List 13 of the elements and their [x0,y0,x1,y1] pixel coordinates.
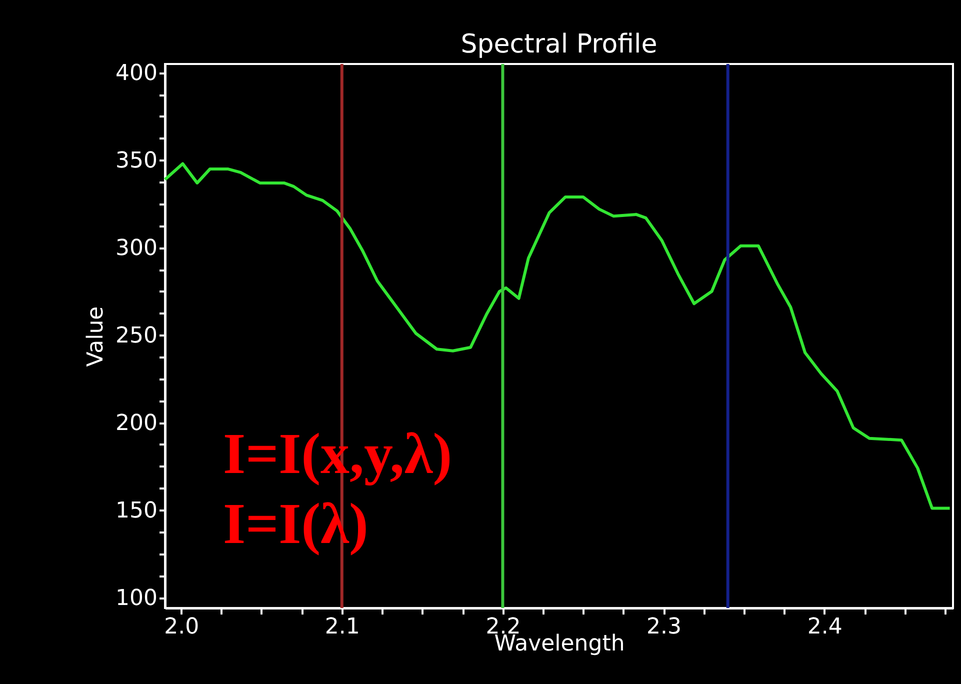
y-tick-label: 200 [116,411,158,436]
y-tick-label: 350 [116,148,158,174]
x-tick-label: 2.3 [646,614,682,640]
x-tick-label: 2.1 [324,614,360,640]
x-tick-label: 2.4 [807,614,842,640]
chart-title: Spectral Profile [460,30,658,60]
y-tick-label: 400 [116,61,158,86]
x-tick-label: 2.0 [164,614,200,640]
y-tick-label: 150 [116,498,158,524]
y-tick-label: 250 [116,324,158,349]
y-axis-title: Value [84,306,109,367]
y-tick-label: 300 [116,236,158,262]
y-tick-label: 100 [116,586,158,612]
